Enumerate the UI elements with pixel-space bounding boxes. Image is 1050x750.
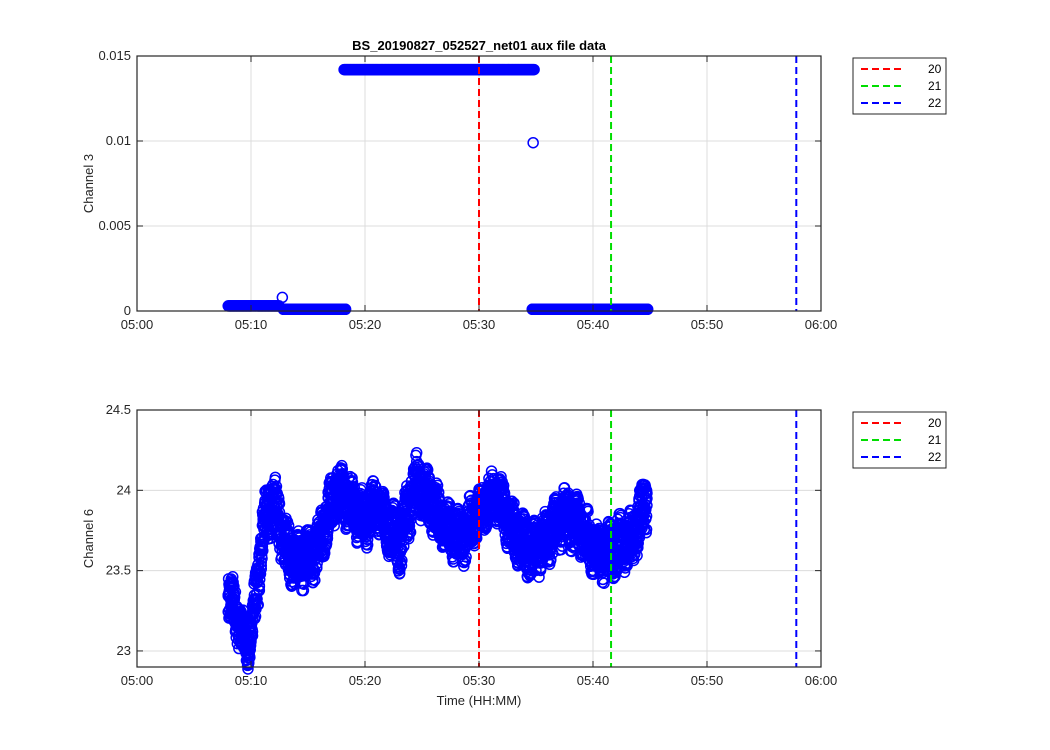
data-point [404, 526, 417, 538]
data-point [228, 580, 240, 593]
data-point [423, 471, 435, 484]
x-tick-label: 05:50 [691, 317, 724, 332]
y-tick-label: 0.005 [98, 218, 131, 233]
data-point [545, 553, 557, 566]
panel-1: 05:00 05:10 05:20 05:30 05:40 05:50 06:00 0 0.00… [81, 38, 947, 332]
data-point [242, 663, 254, 675]
legend: 20 21 22 [852, 57, 947, 115]
legend-label-21: 21 [928, 433, 942, 447]
data-point [269, 471, 282, 484]
data-point [249, 610, 262, 623]
y-axis-label: Channel 6 [81, 509, 96, 568]
x-tick-label: 05:50 [691, 673, 724, 688]
x-tick-label: 05:10 [235, 317, 268, 332]
x-tick-label: 05:20 [349, 673, 382, 688]
data-point [273, 498, 286, 510]
data-point [297, 584, 310, 597]
data-point [421, 464, 434, 476]
data-point [252, 599, 264, 611]
legend-label-20: 20 [928, 416, 942, 430]
data-point [253, 573, 266, 586]
x-tick-label: 06:00 [805, 317, 838, 332]
x-axis-label: Time (HH:MM) [437, 693, 522, 708]
x-tick-label: 05:40 [577, 317, 610, 332]
x-tick-label: 06:00 [805, 673, 838, 688]
data-point [508, 497, 520, 509]
data-markers [222, 446, 653, 675]
y-tick-label: 23 [117, 643, 131, 658]
data-point [641, 492, 653, 505]
data-point [256, 552, 268, 565]
data-point [470, 527, 483, 539]
data-point [272, 492, 285, 505]
data-point [470, 532, 483, 544]
data-point [396, 554, 408, 567]
data-point [640, 523, 653, 536]
data-point [361, 539, 374, 551]
data-point [328, 519, 340, 532]
data-point [598, 577, 610, 589]
data-point [402, 532, 415, 545]
y-tick-label: 23.5 [106, 563, 131, 578]
data-point [582, 505, 594, 518]
data-point [395, 559, 408, 572]
chart-title: BS_20190827_052527_net01 aux file data [352, 38, 606, 53]
data-point [321, 529, 334, 542]
x-tick-label: 05:30 [463, 673, 496, 688]
y-tick-label: 24.5 [106, 402, 131, 417]
data-point [410, 446, 423, 459]
legend-label-21: 21 [928, 79, 942, 93]
data-point [246, 625, 259, 638]
data-point [246, 629, 259, 642]
x-tick-label: 05:20 [349, 317, 382, 332]
data-point [229, 586, 242, 598]
y-tick-label: 24 [117, 482, 131, 497]
data-point [276, 291, 289, 304]
data-point [506, 495, 518, 508]
panel-2: 05:00 05:10 05:20 05:30 05:40 05:50 06:00 23 23.… [81, 402, 947, 708]
data-point [459, 555, 472, 567]
data-markers [222, 63, 654, 316]
data-point [641, 487, 653, 499]
data-point [339, 303, 352, 316]
y-tick-label: 0.015 [98, 48, 131, 63]
data-point [254, 568, 267, 580]
legend: 20 21 22 [852, 411, 947, 469]
data-point [498, 487, 511, 500]
y-tick-label: 0.01 [106, 133, 131, 148]
data-point [253, 584, 266, 597]
data-point [631, 549, 643, 562]
data-point [641, 499, 653, 512]
x-tick-label: 05:00 [121, 317, 154, 332]
data-point [460, 551, 472, 563]
data-point [527, 136, 539, 149]
legend-label-22: 22 [928, 96, 942, 110]
x-tick-label: 05:10 [235, 673, 268, 688]
data-point [528, 63, 540, 76]
data-point [609, 570, 621, 583]
data-point [432, 486, 445, 499]
legend-label-20: 20 [928, 62, 942, 76]
data-point [641, 303, 654, 316]
y-tick-label: 0 [124, 303, 131, 318]
data-point [244, 651, 256, 664]
data-point [518, 510, 530, 522]
data-point [253, 579, 266, 592]
x-tick-label: 05:40 [577, 673, 610, 688]
data-point [497, 479, 510, 492]
data-point [320, 537, 333, 550]
y-axis-label: Channel 3 [81, 154, 96, 213]
x-tick-label: 05:30 [463, 317, 496, 332]
data-point [442, 496, 454, 508]
legend-label-22: 22 [928, 450, 942, 464]
data-point [431, 479, 444, 492]
x-tick-label: 05:00 [121, 673, 154, 688]
data-point [309, 574, 321, 587]
